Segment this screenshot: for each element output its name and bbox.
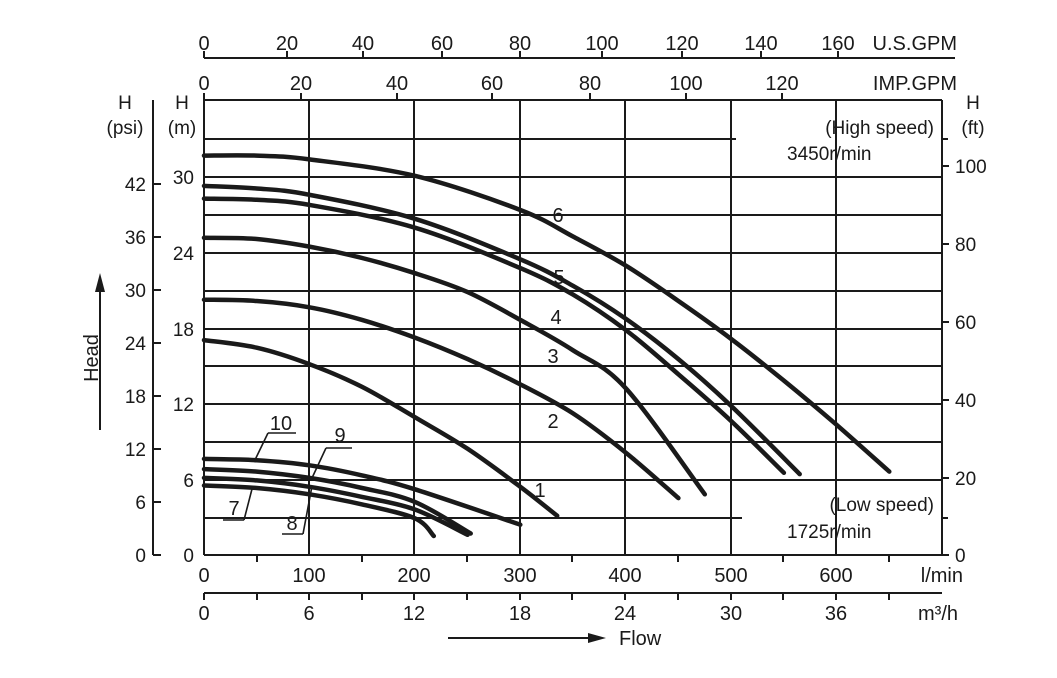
axis-psi-title: H	[118, 93, 132, 114]
axis-ft-tick-1: 20	[955, 469, 976, 490]
top-impgpm-axis: 0 20 40 60 80 100 120 IMP.GPM	[198, 73, 957, 101]
high-speed-rpm: 3450r/min	[787, 144, 872, 165]
impgpm-tick-6: 120	[765, 73, 798, 95]
left-axis-m: H (m) 0 6 12 18 24 30	[168, 93, 196, 567]
lmin-tick-2: 200	[397, 565, 430, 587]
lmin-tick-4: 400	[608, 565, 641, 587]
axis-psi-tick-5: 30	[125, 281, 146, 302]
m3h-tick-6: 36	[825, 603, 847, 625]
lmin-unit-label: l/min	[921, 565, 963, 587]
curve-label-3: 3	[547, 346, 558, 368]
curve-1	[201, 337, 560, 519]
curve-6	[201, 153, 892, 474]
flow-label: Flow	[619, 628, 662, 650]
head-label: Head	[81, 334, 103, 382]
impgpm-tick-4: 80	[579, 73, 601, 95]
curve-labels: 6 5 4 3 2 1 7 8 9 10	[223, 205, 565, 535]
m3h-tick-4: 24	[614, 603, 636, 625]
axis-psi-tick-7: 42	[125, 175, 146, 196]
lmin-tick-0: 0	[198, 565, 209, 587]
usgpm-tick-7: 140	[744, 33, 777, 55]
impgpm-tick-2: 40	[386, 73, 408, 95]
axis-m-tick-2: 12	[173, 395, 194, 416]
usgpm-tick-1: 20	[276, 33, 298, 55]
m3h-tick-3: 18	[509, 603, 531, 625]
head-axis-title: Head	[81, 273, 105, 430]
axis-m-title: H	[175, 93, 189, 114]
usgpm-tick-6: 120	[665, 33, 698, 55]
curve-5	[201, 183, 802, 477]
impgpm-tick-0: 0	[198, 73, 209, 95]
lmin-tick-5: 500	[714, 565, 747, 587]
axis-psi-tick-0: 0	[135, 546, 146, 567]
curve-label-5: 5	[553, 267, 564, 289]
curve-9	[201, 466, 473, 536]
impgpm-unit-label: IMP.GPM	[873, 73, 957, 95]
usgpm-tick-0: 0	[198, 33, 209, 55]
axis-ft-unit: (ft)	[961, 118, 984, 139]
m3h-tick-1: 6	[303, 603, 314, 625]
impgpm-tick-5: 100	[669, 73, 702, 95]
curve-label-4: 4	[550, 307, 561, 329]
lmin-tick-3: 300	[503, 565, 536, 587]
impgpm-tick-1: 20	[290, 73, 312, 95]
curve-label-6: 6	[552, 205, 563, 227]
usgpm-tick-4: 80	[509, 33, 531, 55]
curve-label-7: 7	[228, 498, 239, 520]
curve-label-2: 2	[547, 411, 558, 433]
axis-m-tick-4: 24	[173, 244, 195, 265]
speed-annotations: (High speed) 3450r/min (Low speed) 1725r…	[787, 118, 934, 543]
axis-ft-title: H	[966, 93, 980, 114]
axis-ft-tick-3: 60	[955, 313, 976, 334]
m3h-tick-5: 30	[720, 603, 742, 625]
axis-psi-tick-3: 18	[125, 387, 146, 408]
flow-axis-title: Flow	[448, 628, 662, 650]
axis-m-tick-1: 6	[183, 471, 194, 492]
lmin-tick-1: 100	[292, 565, 325, 587]
low-speed-rpm: 1725r/min	[787, 522, 872, 543]
axis-psi-tick-1: 6	[135, 493, 146, 514]
right-axis-ft: H (ft) 0 20 40 60 80 100	[942, 93, 987, 567]
m3h-unit-label: m³/h	[918, 603, 958, 625]
axis-m-tick-3: 18	[173, 320, 194, 341]
low-speed-label: (Low speed)	[829, 495, 934, 516]
curve-7	[201, 483, 437, 539]
axis-ft-tick-5: 100	[955, 157, 987, 178]
axis-psi-unit: (psi)	[107, 118, 144, 139]
curve-3	[201, 235, 708, 497]
axis-psi-tick-2: 12	[125, 440, 146, 461]
axis-ft-tick-0: 0	[955, 546, 966, 567]
m3h-tick-0: 0	[198, 603, 209, 625]
impgpm-tick-3: 60	[481, 73, 503, 95]
usgpm-unit-label: U.S.GPM	[873, 33, 957, 55]
axis-m-tick-5: 30	[173, 168, 194, 189]
usgpm-tick-3: 60	[431, 33, 453, 55]
curve-label-1: 1	[534, 480, 545, 502]
left-axis-psi: H (psi) 0 6 12 18 24 30 36 42	[107, 93, 161, 567]
bottom-m3h-axis: 0 6 12 18 24 30 36 m³/h	[198, 592, 958, 625]
curve-label-10: 10	[270, 413, 292, 435]
high-speed-label: (High speed)	[825, 118, 934, 139]
bottom-lmin-axis: 0 100 200 300 400 500 600 l/min	[198, 555, 963, 587]
top-usgpm-axis: 0 20 40 60 80 100 120 140 160 U.S.GPM	[198, 33, 957, 59]
head-arrow-icon	[95, 273, 105, 292]
axis-ft-tick-2: 40	[955, 391, 976, 412]
axis-psi-tick-4: 24	[125, 334, 147, 355]
flow-arrow-icon	[588, 633, 606, 643]
curve-label-9: 9	[334, 425, 345, 447]
curve-label-8: 8	[286, 513, 297, 535]
axis-psi-tick-6: 36	[125, 228, 146, 249]
curve-2	[201, 297, 681, 501]
axis-m-tick-0: 0	[183, 546, 194, 567]
usgpm-tick-5: 100	[585, 33, 618, 55]
usgpm-tick-2: 40	[352, 33, 374, 55]
lmin-tick-6: 600	[819, 565, 852, 587]
axis-ft-tick-4: 80	[955, 235, 976, 256]
usgpm-tick-8: 160	[821, 33, 854, 55]
curve-4	[201, 196, 787, 476]
axis-m-unit: (m)	[168, 118, 196, 139]
m3h-tick-2: 12	[403, 603, 425, 625]
curve-8	[201, 475, 470, 538]
